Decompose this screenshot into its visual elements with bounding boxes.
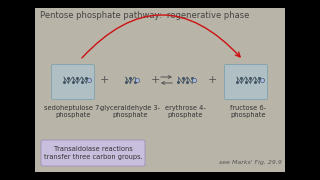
FancyBboxPatch shape xyxy=(225,64,268,100)
Text: sedoheptulose 7-
phosphate: sedoheptulose 7- phosphate xyxy=(44,105,102,118)
FancyBboxPatch shape xyxy=(52,64,94,100)
Text: +: + xyxy=(207,75,217,85)
Text: Pentose phosphate pathway:  regenerative phase: Pentose phosphate pathway: regenerative … xyxy=(40,11,249,20)
Bar xyxy=(35,8,285,172)
Text: fructose 6-
phosphate: fructose 6- phosphate xyxy=(230,105,266,118)
FancyBboxPatch shape xyxy=(41,140,145,166)
Text: erythrose 4-
phosphate: erythrose 4- phosphate xyxy=(164,105,205,118)
Text: +: + xyxy=(150,75,160,85)
Text: +: + xyxy=(99,75,109,85)
Text: see Marks' Fig. 29.9: see Marks' Fig. 29.9 xyxy=(219,160,282,165)
Text: glyceraldehyde 3-
phosphate: glyceraldehyde 3- phosphate xyxy=(100,105,160,118)
Text: Transaldolase reactions
transfer three carbon groups.: Transaldolase reactions transfer three c… xyxy=(44,146,142,160)
